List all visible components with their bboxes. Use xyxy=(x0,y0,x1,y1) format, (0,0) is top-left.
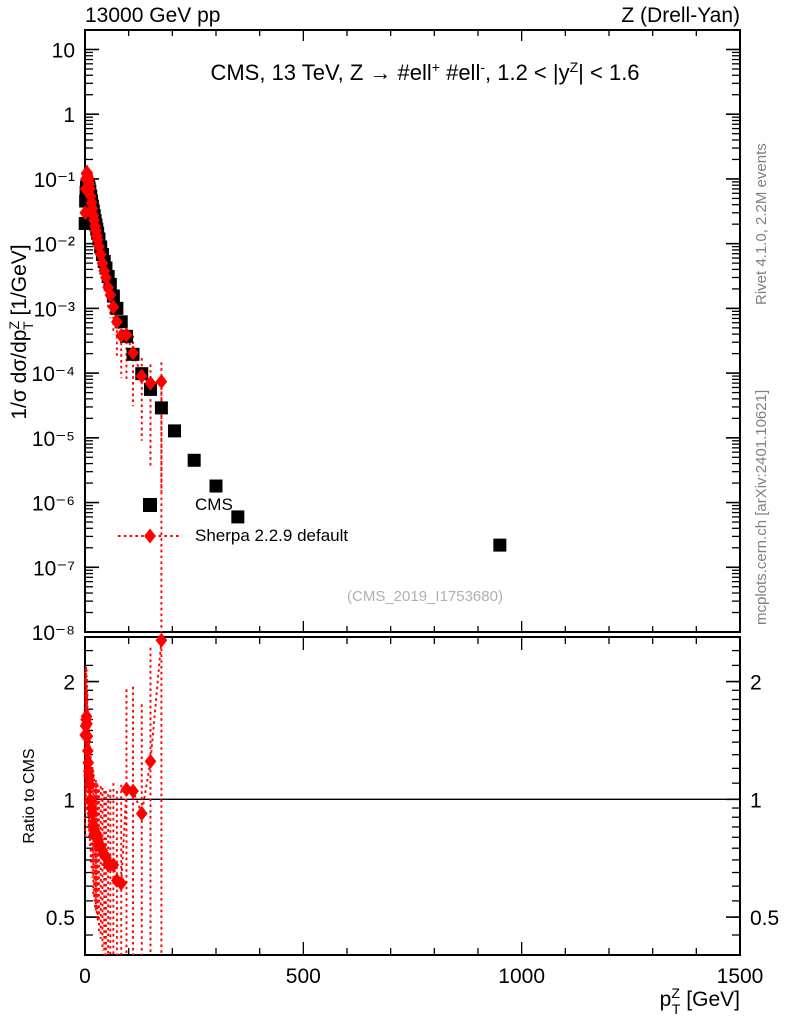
data-point-cms xyxy=(231,510,245,524)
y-tick-label: 1 xyxy=(63,104,75,127)
ratio-point xyxy=(83,777,96,793)
mc-point-sherpa xyxy=(104,287,117,303)
ratio-point xyxy=(155,632,168,648)
main-plot-panel: 10 1 10⁻¹ 10⁻² 10⁻³ 10⁻⁴ 10⁻⁵ 10⁻⁶ 10⁻⁷ 10⁻⁸ CMS, … xyxy=(32,29,741,645)
ratio-axis-title: Ratio to CMS xyxy=(21,748,38,843)
data-point-cms xyxy=(154,401,168,415)
ratio-point xyxy=(86,805,99,821)
y-tick-label: 10⁻⁷ xyxy=(33,557,75,580)
data-point-cms xyxy=(187,453,201,467)
plot-title: CMS, 13 TeV, Z → #ell+ #ell-, 1.2 < |yZ|… xyxy=(210,59,639,85)
y-axis-title: 1/σ dσ/dpZT [1/GeV] xyxy=(6,244,36,419)
y-tick-label: 10⁻⁵ xyxy=(32,428,75,451)
y-tick-label: 10⁻³ xyxy=(34,298,75,321)
data-point-cms xyxy=(209,479,223,493)
mc-point-sherpa xyxy=(111,314,123,330)
ratio-point xyxy=(81,743,94,759)
mcplots-source-note: mcplots.cern.ch [arXiv:2401.10621] xyxy=(753,390,770,625)
mc-point-sherpa xyxy=(98,263,111,279)
y-tick-label: 10⁻² xyxy=(34,234,75,257)
mc-point-sherpa xyxy=(127,345,139,361)
ratio-point xyxy=(144,753,157,769)
y-tick-label: 10⁻⁶ xyxy=(32,493,75,516)
data-point-cms xyxy=(168,424,182,438)
legend-marker-cms xyxy=(143,498,157,512)
y-tick-label: 10⁻⁴ xyxy=(32,363,75,386)
ratio-point xyxy=(107,857,120,873)
ratio-y-tick-label-right: 2 xyxy=(750,672,762,695)
mc-point-sherpa xyxy=(120,327,133,343)
ratio-y-tick-label-right: 1 xyxy=(750,789,762,812)
ratio-point xyxy=(84,793,97,809)
rivet-version-note: Rivet 4.1.0, 2.2M events xyxy=(753,143,770,305)
y-tick-label: 10⁻¹ xyxy=(34,169,75,192)
mc-point-sherpa xyxy=(84,188,97,204)
ratio-point xyxy=(115,875,128,891)
legend: CMS Sherpa 2.2.9 default xyxy=(118,495,348,545)
analysis-id-watermark: (CMS_2019_I1753680) xyxy=(347,588,503,605)
mc-point-sherpa xyxy=(94,246,107,262)
x-tick-label: 1500 xyxy=(717,965,764,988)
y-tick-label: 10⁻⁸ xyxy=(32,622,75,645)
ratio-y-tick-label: 0.5 xyxy=(46,907,75,930)
legend-marker-sherpa xyxy=(144,528,156,544)
data-point-cms xyxy=(493,538,507,552)
ratio-plot-panel: 0 500 1000 1500 2 2 1 1 0.5 0.5 xyxy=(46,632,779,988)
header-process-label: Z (Drell-Yan) xyxy=(621,4,740,27)
ratio-y-tick-label: 1 xyxy=(63,789,75,812)
ratio-point xyxy=(83,768,95,784)
ratio-point xyxy=(82,755,95,771)
ratio-y-tick-label-right: 0.5 xyxy=(750,907,779,930)
mc-point-sherpa xyxy=(155,374,168,390)
ratio-point xyxy=(81,728,94,744)
legend-label: Sherpa 2.2.9 default xyxy=(195,526,348,545)
x-tick-label: 1000 xyxy=(498,965,545,988)
ratio-panel-frame xyxy=(84,636,741,956)
y-tick-label: 10 xyxy=(52,39,75,62)
x-tick-label: 500 xyxy=(286,965,321,988)
axis-labels-layer: 1/σ dσ/dpZT [1/GeV] pZ T [GeV] Ratio to CMS xyxy=(6,244,740,1017)
mc-point-sherpa xyxy=(107,299,120,315)
mc-point-sherpa xyxy=(144,375,157,391)
ratio-point xyxy=(81,716,93,732)
ratio-y-tick-label: 2 xyxy=(63,672,75,695)
header-beam-label: 13000 GeV pp xyxy=(85,4,220,27)
ratio-point xyxy=(80,708,93,724)
x-axis-title: pZ T [GeV] xyxy=(660,985,740,1017)
mc-point-sherpa xyxy=(135,368,148,384)
ratio-point xyxy=(127,783,139,799)
legend-label: CMS xyxy=(195,495,233,514)
main-panel-frame xyxy=(84,29,741,633)
ratio-point xyxy=(135,805,148,821)
x-tick-label: 0 xyxy=(79,965,91,988)
